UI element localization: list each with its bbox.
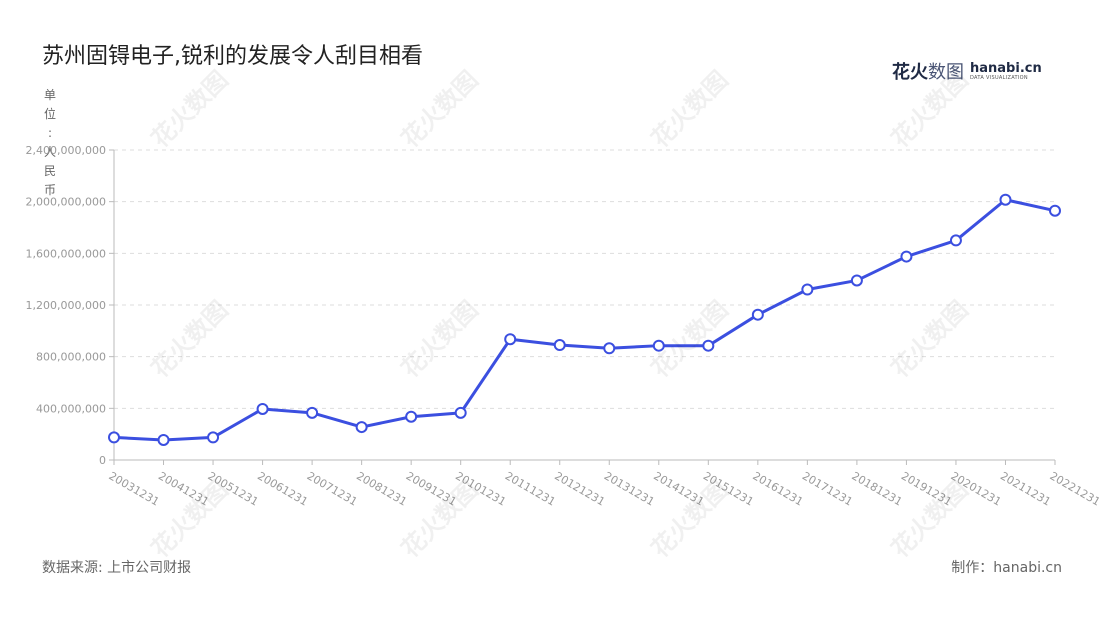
- x-tick-label: 20151231: [701, 469, 756, 508]
- data-point: [454, 406, 467, 419]
- unit-char: 人: [43, 145, 56, 159]
- unit-char: 民: [43, 164, 56, 178]
- x-tick-label: 20071231: [305, 469, 360, 508]
- brand-cn-part2: 数图: [928, 62, 964, 83]
- brand-en: hanabi.cn DATA VISUALIZATION: [970, 62, 1042, 81]
- brand-cn-part1: 花火: [892, 62, 928, 83]
- data-point: [751, 308, 764, 321]
- y-tick-label: 800,000,000: [36, 351, 106, 364]
- unit-char: 单: [43, 88, 56, 102]
- data-point: [306, 406, 319, 419]
- unit-char: 币: [43, 183, 56, 197]
- data-point: [157, 433, 170, 446]
- unit-char: 位: [43, 107, 56, 121]
- y-tick-label: 1,200,000,000: [26, 299, 106, 312]
- brand-logo: 花火数图 hanabi.cn DATA VISUALIZATION: [892, 58, 1042, 84]
- data-point: [405, 410, 418, 423]
- x-tick-label: 20101231: [453, 469, 508, 508]
- data-point: [504, 333, 517, 346]
- data-point: [603, 342, 616, 355]
- x-tick-label: 20091231: [404, 469, 459, 508]
- data-point: [801, 283, 814, 296]
- brand-en-main: hanabi.cn: [970, 60, 1042, 76]
- data-point: [652, 339, 665, 352]
- x-tick-label: 20221231: [1048, 469, 1100, 508]
- x-tick-label: 20111231: [503, 469, 558, 508]
- x-tick-label: 20081231: [354, 469, 409, 508]
- series-line: [112, 198, 1057, 442]
- x-tick-label: 20061231: [255, 469, 310, 508]
- x-tick-label: 20141231: [651, 469, 706, 508]
- data-point: [999, 193, 1012, 206]
- data-point: [949, 234, 962, 247]
- x-tick-label: 20211231: [998, 469, 1053, 508]
- brand-en-sub: DATA VISUALIZATION: [970, 74, 1028, 81]
- data-point: [850, 274, 863, 287]
- x-tick-label: 20131231: [602, 469, 657, 508]
- data-source: 数据来源: 上市公司财报: [42, 560, 192, 576]
- unit-char: :: [47, 126, 53, 140]
- x-tick-label: 20051231: [206, 469, 261, 508]
- data-point: [702, 339, 715, 352]
- x-tick-label: 20161231: [750, 469, 805, 508]
- y-tick-label: 0: [99, 454, 106, 467]
- x-tick-label: 20181231: [849, 469, 904, 508]
- x-tick-label: 20031231: [107, 469, 162, 508]
- data-point: [207, 431, 220, 444]
- data-point: [553, 339, 566, 352]
- data-point: [1049, 204, 1061, 217]
- data-point: [108, 431, 120, 444]
- x-tick-label: 20171231: [800, 469, 855, 508]
- y-tick-label: 2,000,000,000: [26, 196, 106, 209]
- data-point: [900, 250, 913, 263]
- data-point: [355, 421, 368, 434]
- chart-title: 苏州固锝电子,锐利的发展令人刮目相看: [42, 44, 423, 69]
- x-tick-label: 20201231: [948, 469, 1003, 508]
- brand-cn: 花火数图: [892, 58, 964, 84]
- x-tick-label: 20191231: [899, 469, 954, 508]
- y-tick-label: 2,400,000,000: [26, 144, 106, 157]
- x-tick-label: 20121231: [552, 469, 607, 508]
- credit-text: 制作：hanabi.cn: [951, 560, 1062, 576]
- y-tick-label: 400,000,000: [36, 402, 106, 415]
- x-tick-label: 20041231: [156, 469, 211, 508]
- data-point: [256, 402, 269, 415]
- y-axis-unit-label: 单位: 人民币: [42, 86, 58, 200]
- y-tick-label: 1,600,000,000: [26, 247, 106, 260]
